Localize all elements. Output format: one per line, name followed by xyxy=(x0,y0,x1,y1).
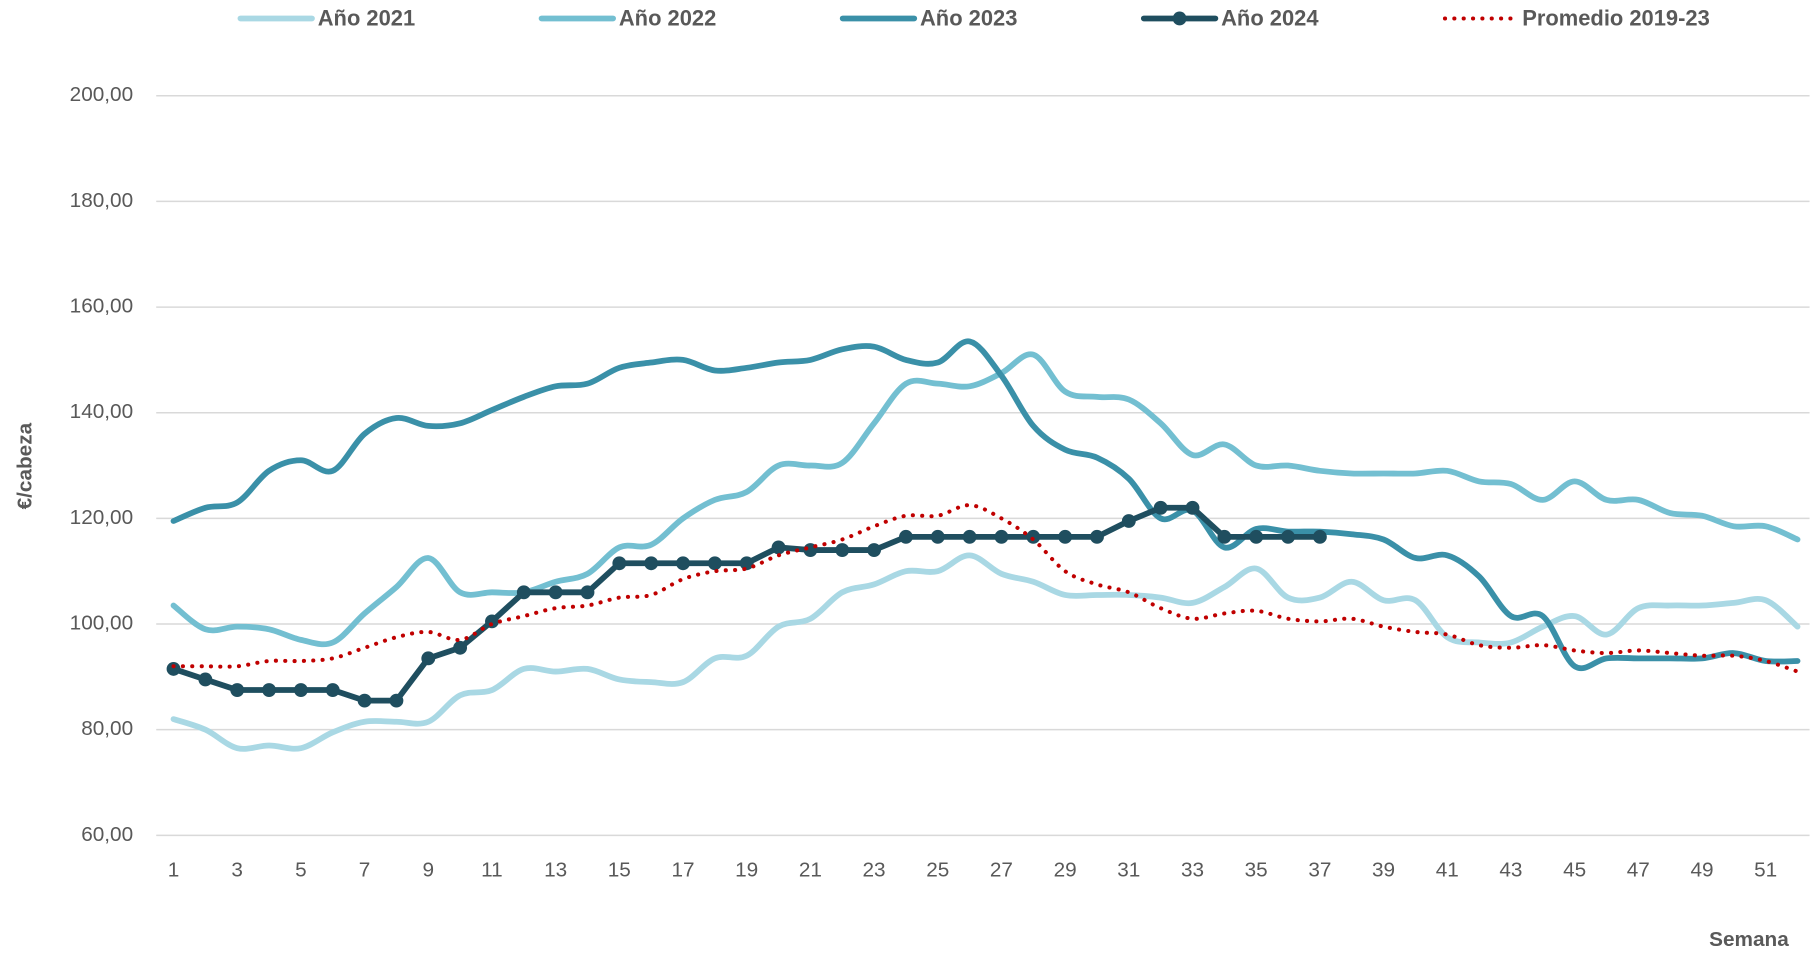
x-tick-label: 1 xyxy=(168,859,180,882)
point-marker xyxy=(1026,529,1041,544)
point-marker xyxy=(516,585,531,600)
x-tick-label: 3 xyxy=(231,859,243,882)
y-tick-label: 180,00 xyxy=(70,189,133,212)
x-tick-label: 31 xyxy=(1117,859,1140,882)
point-marker xyxy=(389,693,404,708)
point-marker xyxy=(230,683,245,697)
x-tick-label: 51 xyxy=(1754,859,1777,882)
y-tick-label: 120,00 xyxy=(70,506,133,529)
point-marker xyxy=(293,683,308,697)
x-tick-label: 9 xyxy=(422,859,434,882)
legend-label: Año 2022 xyxy=(619,5,716,30)
point-marker xyxy=(1153,500,1168,515)
point-marker xyxy=(962,529,977,544)
x-tick-label: 49 xyxy=(1690,859,1713,882)
point-marker xyxy=(930,529,945,544)
point-marker xyxy=(867,543,882,557)
x-tick-label: 23 xyxy=(863,859,886,882)
y-tick-label: 140,00 xyxy=(70,400,133,423)
point-marker xyxy=(676,556,690,571)
point-marker xyxy=(835,543,850,557)
x-tick-label: 19 xyxy=(735,859,758,882)
point-marker xyxy=(1312,529,1327,544)
point-marker xyxy=(1217,529,1232,544)
x-tick-label: 47 xyxy=(1627,859,1650,882)
point-marker xyxy=(1058,529,1073,544)
x-axis-label: Semana xyxy=(1709,928,1789,951)
x-tick-label: 45 xyxy=(1563,859,1586,882)
x-tick-label: 41 xyxy=(1436,859,1459,882)
x-tick-label: 17 xyxy=(671,859,694,882)
x-tick-label: 37 xyxy=(1308,859,1331,882)
point-marker xyxy=(771,540,786,555)
point-marker xyxy=(485,614,499,629)
x-tick-label: 5 xyxy=(295,859,307,882)
point-marker xyxy=(707,556,722,571)
y-tick-label: 100,00 xyxy=(70,611,133,634)
x-tick-label: 35 xyxy=(1245,859,1268,882)
y-axis-label: €/cabeza xyxy=(13,422,36,509)
point-marker xyxy=(198,672,213,687)
series-line xyxy=(170,351,1801,648)
point-marker xyxy=(580,585,595,600)
y-tick-label: 160,00 xyxy=(70,295,133,318)
x-tick-label: 33 xyxy=(1181,859,1204,882)
point-marker xyxy=(994,529,1009,544)
x-tick-label: 15 xyxy=(608,859,631,882)
point-marker xyxy=(1281,529,1295,544)
series-line xyxy=(170,552,1801,752)
point-marker xyxy=(421,651,436,666)
series-line xyxy=(171,503,1800,674)
y-tick-label: 80,00 xyxy=(81,717,133,740)
x-tick-label: 21 xyxy=(799,859,822,882)
legend-label: Año 2024 xyxy=(1221,5,1319,30)
legend-label: Promedio 2019-23 xyxy=(1522,5,1710,30)
x-tick-label: 11 xyxy=(481,859,503,882)
point-marker xyxy=(262,683,276,697)
legend-label: Año 2023 xyxy=(920,5,1017,30)
point-marker xyxy=(1121,514,1136,528)
series-line xyxy=(170,504,1323,704)
point-marker xyxy=(548,585,563,600)
x-tick-label: 29 xyxy=(1054,859,1077,882)
point-marker xyxy=(612,556,627,571)
x-tick-label: 25 xyxy=(926,859,949,882)
point-marker xyxy=(1185,500,1200,515)
series-line xyxy=(170,338,1801,672)
point-marker xyxy=(899,529,913,544)
point-marker xyxy=(453,640,468,655)
point-marker xyxy=(325,683,340,697)
y-tick-label: 200,00 xyxy=(70,83,133,106)
x-tick-label: 27 xyxy=(990,859,1013,882)
point-marker xyxy=(1249,529,1264,544)
legend-marker xyxy=(1172,11,1187,26)
x-tick-label: 43 xyxy=(1499,859,1522,882)
x-tick-label: 7 xyxy=(359,859,371,882)
point-marker xyxy=(644,556,659,571)
x-tick-label: 13 xyxy=(544,859,567,882)
legend-label: Año 2021 xyxy=(318,5,415,30)
point-marker xyxy=(166,661,181,676)
point-marker xyxy=(1090,529,1104,544)
y-tick-label: 60,00 xyxy=(81,823,133,846)
point-marker xyxy=(357,693,372,708)
point-marker xyxy=(739,556,754,571)
x-tick-label: 39 xyxy=(1372,859,1395,882)
